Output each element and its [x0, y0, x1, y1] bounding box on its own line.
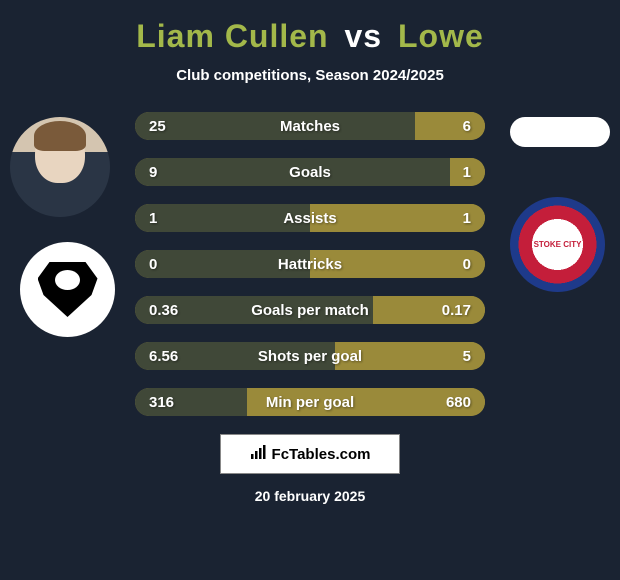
- stat-label: Assists: [283, 210, 336, 227]
- stat-left-value: 316: [149, 394, 189, 411]
- player1-name: Liam Cullen: [136, 18, 328, 54]
- stats-container: STOKE CITY 25 Matches 6 9 Goals 1 1 Assists 1 0 Ha…: [0, 112, 620, 416]
- stat-left-value: 9: [149, 164, 189, 181]
- stat-row: 316 Min per goal 680: [135, 388, 485, 416]
- stat-content: 1 Assists 1: [135, 204, 485, 232]
- stats-bars: 25 Matches 6 9 Goals 1 1 Assists 1 0 Hattricks 0 0.3…: [135, 112, 485, 416]
- stat-right-value: 680: [431, 394, 471, 411]
- stat-right-value: 5: [431, 348, 471, 365]
- date-text: 20 february 2025: [0, 488, 620, 504]
- comparison-title: Liam Cullen vs Lowe: [0, 0, 620, 55]
- stat-content: 0.36 Goals per match 0.17: [135, 296, 485, 324]
- stat-label: Min per goal: [266, 394, 354, 411]
- stat-left-value: 6.56: [149, 348, 189, 365]
- stat-left-value: 25: [149, 118, 189, 135]
- stat-content: 0 Hattricks 0: [135, 250, 485, 278]
- stat-right-value: 1: [431, 164, 471, 181]
- stat-right-value: 6: [431, 118, 471, 135]
- club-badge-text: STOKE CITY: [534, 241, 582, 249]
- stat-label: Hattricks: [278, 256, 342, 273]
- stat-label: Shots per goal: [258, 348, 362, 365]
- site-name: FcTables.com: [272, 446, 371, 463]
- player1-club-logo: [20, 242, 115, 337]
- left-avatars: [10, 117, 115, 337]
- stat-row: 0 Hattricks 0: [135, 250, 485, 278]
- player2-placeholder: [510, 117, 610, 147]
- stat-content: 6.56 Shots per goal 5: [135, 342, 485, 370]
- vs-text: vs: [344, 18, 382, 54]
- stat-right-value: 0: [431, 256, 471, 273]
- stat-row: 25 Matches 6: [135, 112, 485, 140]
- stat-row: 1 Assists 1: [135, 204, 485, 232]
- stat-right-value: 0.17: [431, 302, 471, 319]
- player2-club-logo: STOKE CITY: [510, 197, 605, 292]
- stat-left-value: 1: [149, 210, 189, 227]
- stat-left-value: 0: [149, 256, 189, 273]
- stat-content: 25 Matches 6: [135, 112, 485, 140]
- stat-row: 6.56 Shots per goal 5: [135, 342, 485, 370]
- site-logo: FcTables.com: [220, 434, 400, 474]
- stat-label: Matches: [280, 118, 340, 135]
- stat-right-value: 1: [431, 210, 471, 227]
- stat-row: 0.36 Goals per match 0.17: [135, 296, 485, 324]
- stat-label: Goals per match: [251, 302, 369, 319]
- stat-row: 9 Goals 1: [135, 158, 485, 186]
- stat-left-value: 0.36: [149, 302, 189, 319]
- player2-name: Lowe: [398, 18, 484, 54]
- stat-content: 316 Min per goal 680: [135, 388, 485, 416]
- season-subtitle: Club competitions, Season 2024/2025: [0, 67, 620, 84]
- chart-icon: [250, 445, 268, 464]
- right-avatars: STOKE CITY: [510, 117, 610, 292]
- player1-photo: [10, 117, 110, 217]
- stat-label: Goals: [289, 164, 331, 181]
- stat-content: 9 Goals 1: [135, 158, 485, 186]
